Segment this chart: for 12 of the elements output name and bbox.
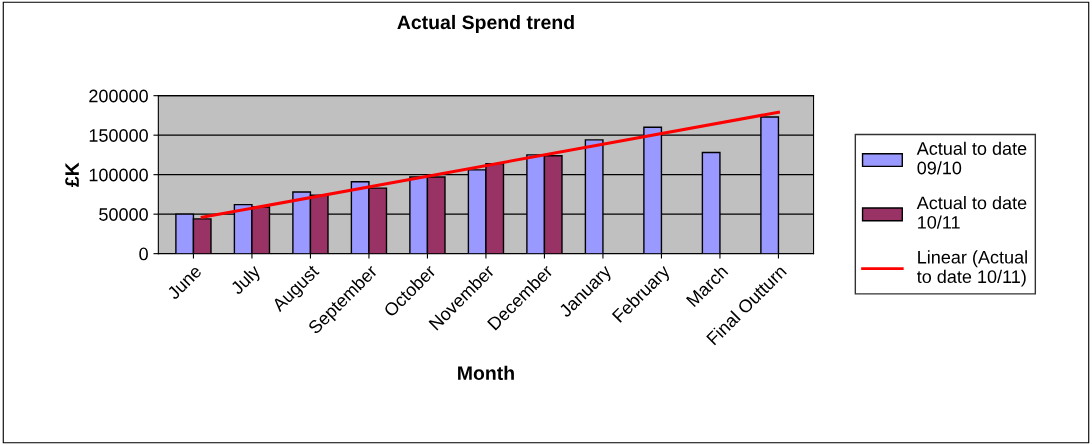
y-tick-label: 0 [139, 247, 148, 261]
legend-label: Actual to date 10/11 [916, 196, 1027, 229]
legend-label: Linear (Actual to date 10/11) [916, 250, 1027, 287]
y-tick-label: 50000 [99, 208, 148, 221]
y-tick-label: 200000 [89, 89, 148, 103]
x-tick-label: July [229, 263, 264, 298]
y-tick-label: 150000 [89, 129, 148, 142]
y-axis-title: £K [65, 162, 79, 187]
legend-label: Actual to date 09/10 [916, 141, 1027, 175]
chart-title: Actual Spend trend [397, 14, 574, 34]
x-axis-title: Month [458, 365, 514, 381]
y-tick-label: 100000 [89, 168, 148, 182]
